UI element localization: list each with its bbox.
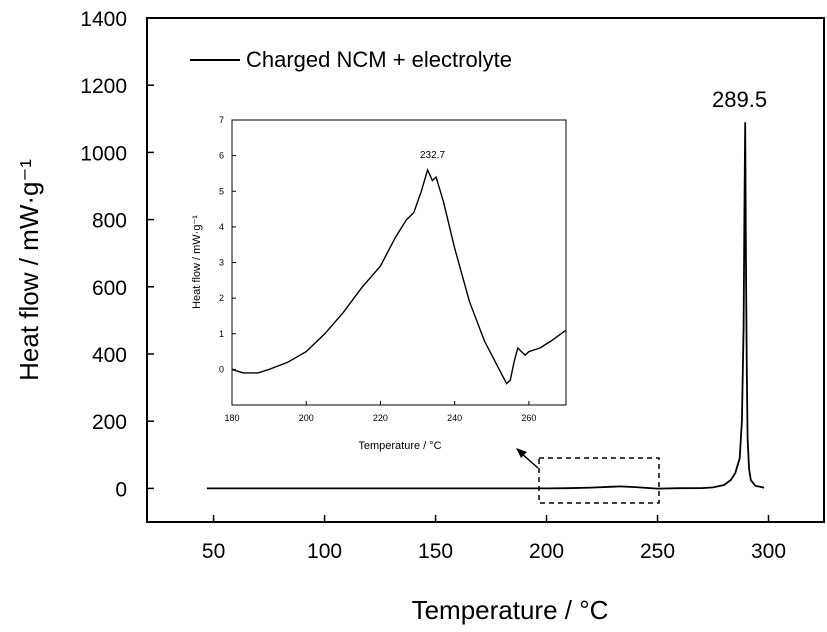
main-y-ticks: 0 200 400 600 800 1000 1200 1400 [80, 8, 154, 501]
inset-series [231, 167, 567, 385]
inset-y-tick-label: 4 [219, 222, 224, 232]
main-y-tick-label: 600 [92, 277, 127, 300]
main-plot-frame [146, 17, 825, 523]
inset-x-ticks: 180 200 220 240 260 [224, 401, 536, 423]
inset-series-line [231, 167, 567, 385]
legend-entry-text: Charged NCM + electrolyte [246, 47, 512, 72]
main-x-tick-label: 300 [751, 540, 786, 563]
inset-y-tick-label: 5 [219, 186, 224, 196]
main-x-tick-label: 250 [640, 540, 675, 563]
inset-y-tick-label: 1 [219, 329, 224, 339]
inset-y-tick-label: 7 [219, 115, 224, 125]
inset-x-tick-label: 220 [373, 413, 388, 423]
inset-y-axis-title: Heat flow / mW·g⁻¹ [191, 215, 203, 309]
inset-x-tick-label: 240 [447, 413, 462, 423]
inset-y-tick-label: 2 [219, 293, 224, 303]
zoom-arrow-line [520, 452, 539, 469]
inset-x-tick-label: 200 [299, 413, 314, 423]
main-series [206, 122, 765, 490]
main-x-tick-label: 150 [418, 540, 453, 563]
main-series-line [206, 122, 765, 490]
main-y-tick-label: 200 [92, 411, 127, 434]
inset-y-tick-label: 6 [219, 151, 224, 161]
inset-plot-frame [231, 119, 567, 406]
main-x-ticks: 50 100 150 200 250 300 [202, 515, 786, 563]
main-y-tick-label: 1000 [80, 142, 127, 165]
zoom-arrow-head [516, 448, 527, 458]
main-y-tick-label: 400 [92, 344, 127, 367]
main-x-tick-label: 200 [529, 540, 564, 563]
inset-y-tick-label: 0 [219, 364, 224, 374]
inset-peak-annotation: 232.7 [420, 150, 445, 161]
inset-x-tick-label: 260 [521, 413, 536, 423]
inset-y-ticks: 0 1 2 3 4 5 6 7 [219, 115, 236, 374]
main-y-tick-label: 800 [92, 210, 127, 233]
zoom-region-box [538, 457, 660, 504]
inset-y-tick-label: 3 [219, 258, 224, 268]
main-x-tick-label: 100 [307, 540, 342, 563]
main-y-tick-label: 1400 [80, 8, 127, 31]
inset-x-axis-title: Temperature / °C [358, 440, 441, 452]
x-axis-title: Temperature / °C [412, 595, 609, 625]
inset-x-tick-label: 180 [224, 413, 239, 423]
y-axis-title: Heat flow / mW·g⁻¹ [14, 159, 44, 381]
peak-annotation: 289.5 [712, 87, 767, 112]
main-x-tick-label: 50 [202, 540, 225, 563]
main-y-tick-label: 1200 [80, 75, 127, 98]
main-y-tick-label: 0 [115, 478, 127, 501]
